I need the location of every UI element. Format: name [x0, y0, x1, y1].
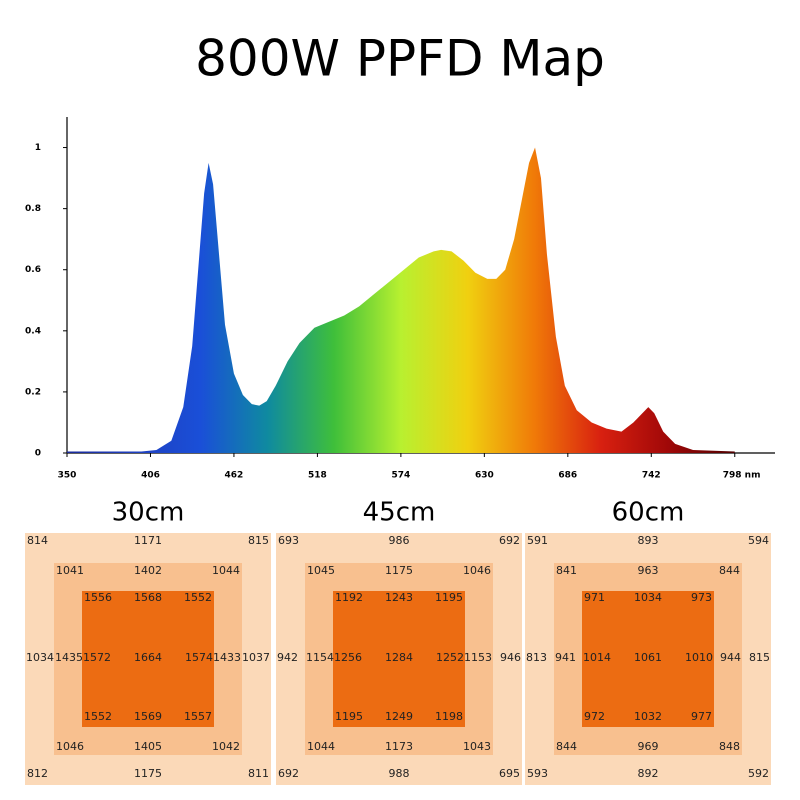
x-tick-label: 798 nm [723, 471, 761, 481]
ppfd-value: 1037 [242, 651, 270, 664]
map-zone [333, 591, 465, 727]
x-tick-label: 518 [308, 471, 327, 481]
y-tick-label: 0.8 [25, 204, 41, 214]
ppfd-value: 1034 [26, 651, 54, 664]
ppfd-value: 811 [248, 767, 269, 780]
x-tick-label: 630 [475, 471, 494, 481]
ppfd-value: 815 [749, 651, 770, 664]
ppfd-value: 815 [248, 534, 269, 547]
x-tick-label: 742 [642, 471, 661, 481]
y-tick-label: 0 [35, 449, 41, 459]
ppfd-value: 1256 [334, 651, 362, 664]
ppfd-value: 1173 [385, 740, 413, 753]
ppfd-value: 1175 [385, 564, 413, 577]
ppfd-value: 1195 [335, 710, 363, 723]
ppfd-value: 593 [527, 767, 548, 780]
ppfd-value: 963 [638, 564, 659, 577]
ppfd-value: 1552 [84, 710, 112, 723]
map-label: 45cm [363, 498, 436, 528]
ppfd-value: 946 [500, 651, 521, 664]
ppfd-value: 1252 [436, 651, 464, 664]
ppfd-value: 848 [719, 740, 740, 753]
ppfd-value: 1192 [335, 591, 363, 604]
ppfd-value: 814 [27, 534, 48, 547]
ppfd-value: 1044 [212, 564, 240, 577]
x-tick-label: 462 [225, 471, 244, 481]
ppfd-value: 812 [27, 767, 48, 780]
x-tick-label: 574 [391, 471, 410, 481]
ppfd-value: 692 [278, 767, 299, 780]
ppfd-value: 1243 [385, 591, 413, 604]
x-tick-label: 686 [558, 471, 577, 481]
ppfd-value: 1034 [634, 591, 662, 604]
ppfd-value: 1042 [212, 740, 240, 753]
ppfd-value: 893 [638, 534, 659, 547]
ppfd-value: 944 [720, 651, 741, 664]
ppfd-value: 988 [389, 767, 410, 780]
ppfd-value: 692 [499, 534, 520, 547]
map-label: 60cm [612, 498, 685, 528]
ppfd-value: 1045 [307, 564, 335, 577]
ppfd-value: 1010 [685, 651, 713, 664]
ppfd-value: 1014 [583, 651, 611, 664]
ppfd-value: 971 [584, 591, 605, 604]
page-title: 800W PPFD Map [195, 30, 605, 88]
ppfd-value: 1568 [134, 591, 162, 604]
spectrum-area [67, 147, 735, 453]
ppfd-value: 1557 [184, 710, 212, 723]
ppfd-value: 1402 [134, 564, 162, 577]
ppfd-value: 1249 [385, 710, 413, 723]
ppfd-value: 942 [277, 651, 298, 664]
ppfd-value: 592 [748, 767, 769, 780]
ppfd-value: 892 [638, 767, 659, 780]
ppfd-value: 1556 [84, 591, 112, 604]
ppfd-value: 1044 [307, 740, 335, 753]
map-label: 30cm [112, 498, 185, 528]
ppfd-value: 972 [584, 710, 605, 723]
ppfd-value: 969 [638, 740, 659, 753]
y-tick-label: 0.4 [25, 326, 41, 336]
ppfd-value: 1435 [55, 651, 83, 664]
ppfd-value: 1153 [464, 651, 492, 664]
ppfd-value: 977 [691, 710, 712, 723]
y-tick-label: 0.2 [25, 387, 41, 397]
ppfd-value: 1043 [463, 740, 491, 753]
ppfd-value: 1032 [634, 710, 662, 723]
ppfd-value: 1405 [134, 740, 162, 753]
ppfd-value: 844 [719, 564, 740, 577]
ppfd-value: 1569 [134, 710, 162, 723]
ppfd-value: 1041 [56, 564, 84, 577]
ppfd-value: 1046 [56, 740, 84, 753]
ppfd-value: 1171 [134, 534, 162, 547]
ppfd-value: 1664 [134, 651, 162, 664]
ppfd-value: 591 [527, 534, 548, 547]
ppfd-value: 813 [526, 651, 547, 664]
ppfd-value: 1552 [184, 591, 212, 604]
ppfd-value: 1284 [385, 651, 413, 664]
ppfd-value: 1175 [134, 767, 162, 780]
ppfd-value: 1572 [83, 651, 111, 664]
ppfd-value: 1061 [634, 651, 662, 664]
ppfd-value: 986 [389, 534, 410, 547]
ppfd-value: 1046 [463, 564, 491, 577]
y-tick-label: 0.6 [25, 265, 41, 275]
x-tick-label: 406 [141, 471, 160, 481]
ppfd-value: 1433 [213, 651, 241, 664]
ppfd-value: 1198 [435, 710, 463, 723]
ppfd-value: 695 [499, 767, 520, 780]
ppfd-value: 1195 [435, 591, 463, 604]
ppfd-value: 1574 [185, 651, 213, 664]
ppfd-value: 841 [556, 564, 577, 577]
x-tick-label: 350 [58, 471, 77, 481]
ppfd-value: 844 [556, 740, 577, 753]
ppfd-value: 973 [691, 591, 712, 604]
ppfd-value: 941 [555, 651, 576, 664]
map-zone [82, 591, 214, 727]
map-zone [582, 591, 714, 727]
ppfd-value: 594 [748, 534, 769, 547]
ppfd-value: 693 [278, 534, 299, 547]
y-tick-label: 1 [35, 143, 41, 153]
ppfd-value: 1154 [306, 651, 334, 664]
